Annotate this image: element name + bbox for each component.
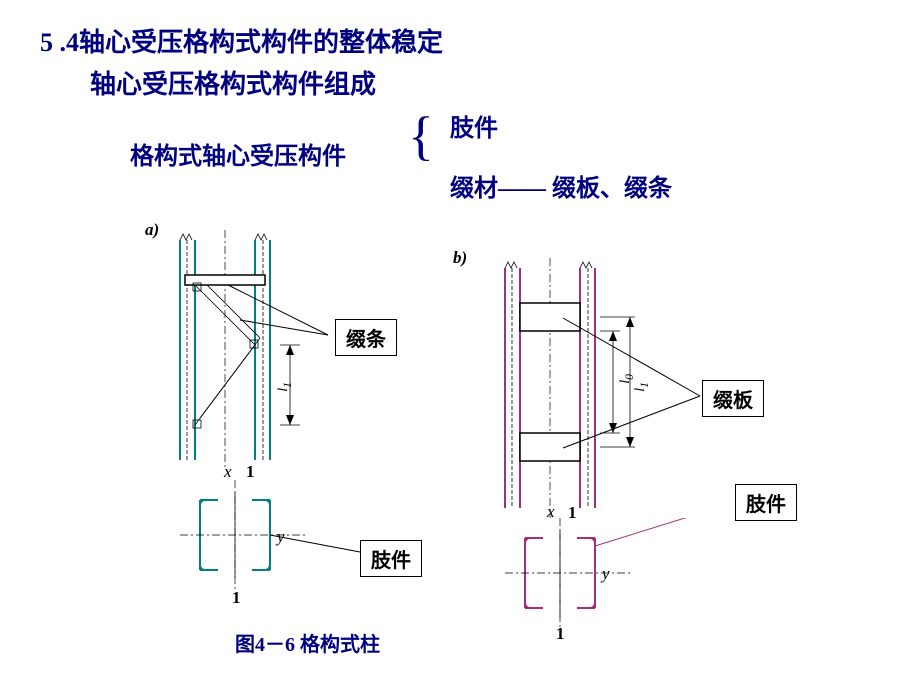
axis-y-a: y [277, 527, 285, 547]
dim-l1-b: l1 [633, 382, 651, 392]
callout-limb-a: 肢件 [360, 540, 422, 577]
callout-batten: 缀板 [702, 380, 764, 417]
component-prefix: 格构式轴心受压构件 [130, 136, 346, 171]
brace-symbol: { [408, 105, 434, 167]
dim-l1-a: l1 [276, 382, 294, 392]
diagram-b-section [495, 518, 795, 638]
axis-x-b: x [547, 502, 555, 522]
callout-limb-b: 肢件 [735, 484, 797, 521]
branch-2: 缀材—— 缀板、缀条 [450, 168, 672, 203]
callout-lacing: 缀条 [335, 319, 397, 356]
figure-caption: 图4－6 格构式柱 [235, 628, 380, 657]
label-b: b) [453, 248, 467, 268]
section-title: 5 .4轴心受压格构式构件的整体稳定 [40, 22, 443, 59]
axis-y-b: y [602, 564, 610, 584]
num-1-b-bottom: 1 [556, 624, 565, 644]
num-1-a-bottom: 1 [232, 588, 241, 608]
axis-x-a: x [224, 462, 232, 482]
subtitle: 轴心受压格构式构件组成 [90, 64, 376, 101]
num-1-a-top: 1 [246, 462, 255, 482]
num-1-b-top: 1 [568, 503, 577, 523]
branch-1: 肢件 [450, 108, 498, 143]
